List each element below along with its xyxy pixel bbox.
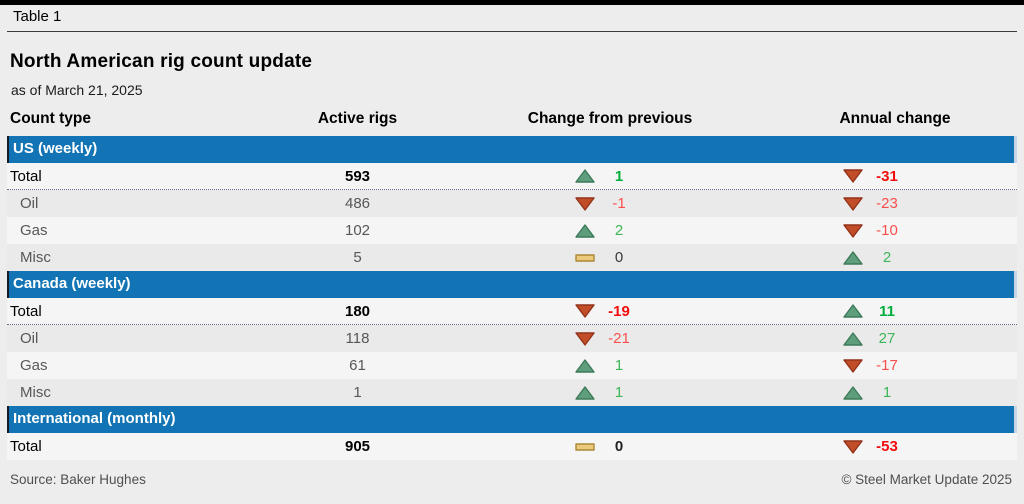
annual-change-cell: 2 [725, 249, 1017, 266]
section-header-band: International (monthly) [7, 406, 1017, 433]
change-from-previous-cell: -1 [425, 195, 725, 212]
change-from-previous-cell: 0 [425, 438, 725, 455]
change-value: -17 [876, 357, 898, 374]
change-value: 2 [882, 249, 892, 266]
trend-down-icon [575, 304, 595, 318]
table-row: Oil 486 -1 -23 [7, 190, 1017, 217]
count-type-cell: Gas [20, 222, 48, 239]
count-type-cell: Gas [20, 357, 48, 374]
change-value: 11 [879, 302, 895, 320]
trend-flat-icon [575, 253, 595, 262]
copyright-note: © Steel Market Update 2025 [841, 472, 1012, 487]
annual-change-cell: -17 [725, 357, 1017, 374]
change-from-previous-cell: 2 [425, 222, 725, 239]
section-header-band: US (weekly) [7, 136, 1017, 163]
count-type-cell: Total [10, 167, 42, 185]
change-value: 0 [614, 438, 624, 455]
change-value: 27 [878, 330, 896, 347]
table-row: Oil 118 -21 27 [7, 325, 1017, 352]
column-header-change: Change from previous [527, 110, 693, 127]
active-rigs-cell: 102 [344, 222, 371, 239]
column-header-row: Count type Active rigs Change from previ… [0, 108, 1024, 134]
trend-up-icon [843, 304, 863, 318]
trend-down-icon [575, 331, 595, 346]
trend-up-icon [575, 358, 595, 373]
annual-change-cell: -53 [725, 438, 1017, 455]
count-type-cell: Misc [20, 249, 51, 266]
active-rigs-cell: 905 [344, 438, 371, 455]
column-header-count-type: Count type [10, 110, 91, 127]
trend-down-icon [575, 196, 595, 211]
change-from-previous-cell: -19 [425, 303, 725, 320]
active-rigs-cell: 180 [344, 302, 371, 320]
trend-down-icon [843, 196, 863, 211]
table-row: Misc 5 0 2 [7, 244, 1017, 271]
section-header-band: Canada (weekly) [7, 271, 1017, 298]
change-value: -31 [876, 167, 898, 185]
annual-change-cell: 11 [725, 303, 1017, 320]
change-value: -23 [876, 195, 898, 212]
trend-up-icon [843, 385, 863, 400]
trend-up-icon [843, 331, 863, 346]
change-value: 1 [614, 357, 624, 374]
change-value: 0 [614, 249, 624, 266]
header-divider-line [7, 31, 1017, 32]
change-value: 1 [614, 384, 624, 401]
top-black-bar [0, 0, 1024, 5]
trend-flat-icon [575, 442, 595, 451]
table-row: Total 180 -19 11 [7, 298, 1017, 325]
annual-change-cell: 27 [725, 330, 1017, 347]
change-value: -1 [612, 195, 626, 212]
table-number-label: Table 1 [13, 8, 62, 25]
change-from-previous-cell: 1 [425, 168, 725, 185]
trend-up-icon [575, 223, 595, 238]
column-header-annual: Annual change [839, 110, 951, 127]
change-value: 1 [614, 167, 624, 185]
change-value: 2 [614, 222, 624, 239]
column-header-active-rigs: Active rigs [317, 110, 398, 127]
annual-change-cell: -31 [725, 168, 1017, 185]
table-row: Gas 102 2 -10 [7, 217, 1017, 244]
active-rigs-cell: 1 [353, 384, 362, 401]
active-rigs-cell: 593 [344, 167, 371, 185]
change-value: 1 [882, 384, 892, 401]
page-title: North American rig count update [10, 51, 313, 72]
trend-down-icon [843, 439, 863, 454]
active-rigs-cell: 486 [344, 195, 371, 212]
count-type-cell: Oil [20, 330, 39, 347]
trend-down-icon [843, 169, 863, 183]
source-note: Source: Baker Hughes [10, 472, 146, 487]
count-type-cell: Oil [20, 195, 39, 212]
change-value: -53 [876, 438, 898, 455]
annual-change-cell: -23 [725, 195, 1017, 212]
trend-up-icon [843, 250, 863, 265]
trend-down-icon [843, 358, 863, 373]
change-from-previous-cell: 1 [425, 357, 725, 374]
active-rigs-cell: 61 [349, 357, 366, 374]
active-rigs-cell: 118 [345, 330, 370, 347]
change-from-previous-cell: -21 [425, 330, 725, 347]
change-value: -10 [876, 222, 898, 239]
trend-up-icon [575, 169, 595, 183]
change-from-previous-cell: 1 [425, 384, 725, 401]
change-value: -19 [608, 302, 630, 320]
table-row: Total 905 0 -53 [7, 433, 1017, 460]
table-row: Total 593 1 -31 [7, 163, 1017, 190]
trend-up-icon [575, 385, 595, 400]
rig-count-table: US (weekly) Total 593 1 -31 Oil 486 -1 -23 Gas 102… [7, 136, 1017, 460]
table-row: Gas 61 1 -17 [7, 352, 1017, 379]
count-type-cell: Total [10, 302, 42, 320]
annual-change-cell: 1 [725, 384, 1017, 401]
table-row: Misc 1 1 1 [7, 379, 1017, 406]
trend-down-icon [843, 223, 863, 238]
as-of-date: as of March 21, 2025 [11, 82, 143, 98]
change-value: -21 [608, 330, 630, 347]
annual-change-cell: -10 [725, 222, 1017, 239]
active-rigs-cell: 5 [353, 249, 362, 266]
change-from-previous-cell: 0 [425, 249, 725, 266]
count-type-cell: Misc [20, 384, 51, 401]
count-type-cell: Total [10, 438, 42, 455]
